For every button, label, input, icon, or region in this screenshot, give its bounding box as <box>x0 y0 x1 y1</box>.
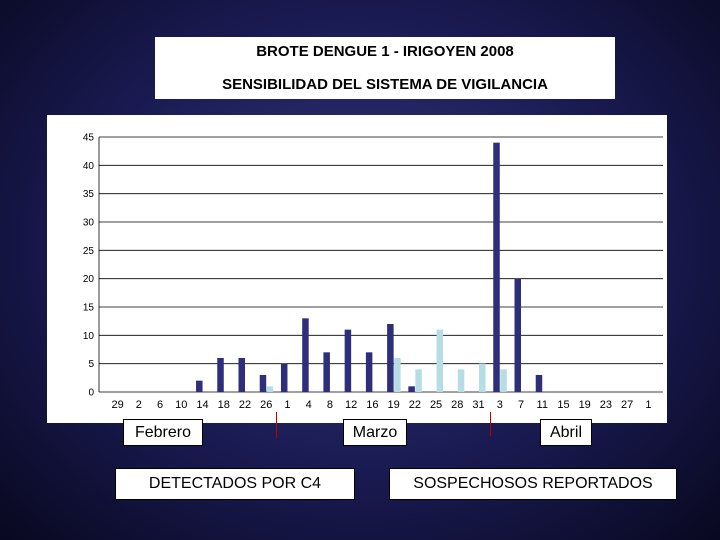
y-tick-label: 5 <box>88 359 94 370</box>
mar-abr-divider <box>490 412 491 436</box>
bar-detected <box>344 329 352 392</box>
y-tick-label: 10 <box>83 331 95 342</box>
x-tick-label: 18 <box>218 399 230 411</box>
x-tick-label: 25 <box>430 399 442 411</box>
legend-detected: DETECTADOS POR C4 <box>115 468 355 500</box>
y-tick-label: 0 <box>88 388 94 399</box>
bar-detected <box>408 386 415 392</box>
x-tick-label: 12 <box>345 399 357 411</box>
x-tick-label: 2 <box>136 399 142 411</box>
bar-suspected <box>479 363 486 392</box>
chart-subtitle: SENSIBILIDAD DEL SISTEMA DE VIGILANCIA <box>222 76 548 93</box>
x-tick-label: 28 <box>451 399 463 411</box>
x-tick-label: 22 <box>409 399 421 411</box>
x-tick-label: 27 <box>621 399 633 411</box>
bar-detected <box>259 375 267 392</box>
x-tick-label: 19 <box>387 399 399 411</box>
bar-detected <box>493 142 500 392</box>
month-label-abril: Abril <box>540 419 592 446</box>
y-tick-label: 45 <box>83 133 95 144</box>
bar-detected <box>217 358 224 392</box>
bar-suspected <box>436 329 444 392</box>
bar-suspected <box>266 386 274 392</box>
legend-suspected: SOSPECHOSOS REPORTADOS <box>389 468 677 500</box>
bar-detected <box>302 318 309 392</box>
y-tick-label: 35 <box>83 189 95 200</box>
x-tick-label: 29 <box>111 399 123 411</box>
y-tick-label: 15 <box>83 303 95 314</box>
x-tick-label: 1 <box>645 399 651 411</box>
x-tick-label: 3 <box>497 399 503 411</box>
bar-suspected <box>394 358 401 392</box>
x-tick-label: 26 <box>260 399 272 411</box>
x-tick-label: 16 <box>366 399 378 411</box>
x-tick-label: 11 <box>537 399 548 411</box>
x-tick-label: 8 <box>327 399 333 411</box>
bar-detected <box>280 363 288 392</box>
bar-detected <box>387 324 394 392</box>
bar-detected <box>535 375 543 392</box>
y-tick-label: 25 <box>83 246 95 257</box>
month-label-febrero: Febrero <box>123 419 203 446</box>
y-tick-label: 30 <box>83 218 95 229</box>
bar-detected <box>365 352 373 392</box>
x-tick-label: 14 <box>196 399 208 411</box>
bar-detected <box>238 358 245 392</box>
chart-title: BROTE DENGUE 1 - IRIGOYEN 2008 <box>256 43 514 60</box>
title-box: BROTE DENGUE 1 - IRIGOYEN 2008 SENSIBILI… <box>155 37 615 99</box>
bar-suspected <box>500 369 507 392</box>
x-tick-label: 1 <box>284 399 290 411</box>
x-tick-label: 6 <box>157 399 163 411</box>
bar-suspected <box>457 369 465 392</box>
feb-mar-divider <box>276 412 277 438</box>
x-tick-label: 10 <box>175 399 187 411</box>
x-tick-label: 31 <box>472 399 484 411</box>
bar-detected <box>196 380 203 392</box>
x-tick-label: 7 <box>518 399 524 411</box>
x-tick-label: 23 <box>600 399 612 411</box>
y-tick-label: 20 <box>83 274 95 285</box>
chart-background <box>47 115 667 423</box>
x-tick-label: 19 <box>579 399 591 411</box>
x-tick-label: 15 <box>557 399 569 411</box>
x-tick-label: 22 <box>239 399 251 411</box>
bar-detected <box>323 352 330 392</box>
month-label-marzo: Marzo <box>343 419 407 446</box>
x-tick-label: 4 <box>306 399 312 411</box>
bar-suspected <box>415 369 422 392</box>
y-tick-label: 40 <box>83 161 95 172</box>
bar-detected <box>514 278 521 392</box>
